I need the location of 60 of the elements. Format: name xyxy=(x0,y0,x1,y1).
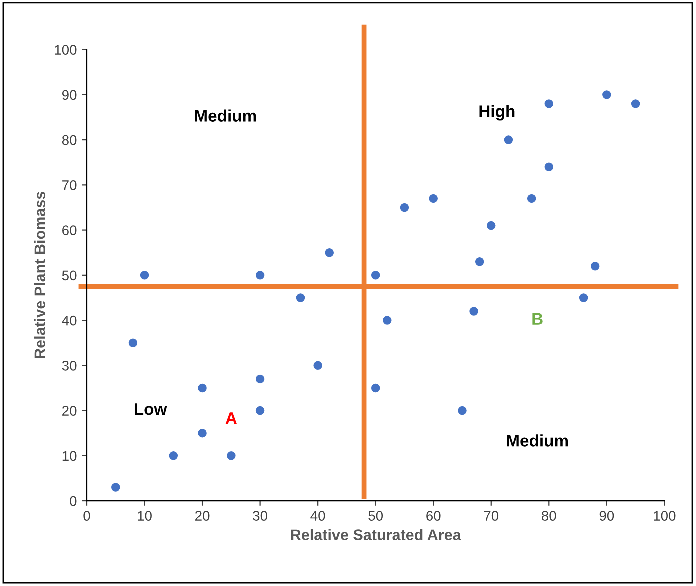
x-tick-label: 40 xyxy=(310,511,326,521)
point xyxy=(470,307,478,316)
point xyxy=(544,100,554,108)
point xyxy=(504,136,514,144)
point xyxy=(198,384,207,393)
annotation: Low xyxy=(135,404,168,416)
point xyxy=(112,483,120,492)
point xyxy=(198,428,207,438)
y-tick-label: 0 xyxy=(70,496,77,506)
y-tick-label: 70 xyxy=(62,180,77,190)
x-tick-label: 50 xyxy=(368,511,384,521)
point xyxy=(590,262,600,271)
x-tick-label: 60 xyxy=(426,511,441,521)
y-tick-label: 30 xyxy=(62,361,77,371)
point xyxy=(296,294,306,302)
point xyxy=(371,271,380,280)
point xyxy=(544,162,554,172)
point xyxy=(227,452,236,460)
x-tick-label: 80 xyxy=(542,511,556,521)
x-tick-label: 100 xyxy=(654,511,676,521)
annotation: High xyxy=(480,105,515,121)
point xyxy=(579,294,588,302)
x-tick-label: 70 xyxy=(484,511,499,521)
point xyxy=(314,361,322,370)
point xyxy=(383,316,392,325)
y-axis-title: Relative Plant Biomass xyxy=(34,192,46,358)
point xyxy=(256,374,265,384)
annotation: A xyxy=(226,412,237,424)
point xyxy=(169,452,178,460)
point xyxy=(458,406,467,416)
point xyxy=(602,90,612,100)
x-tick-label: 20 xyxy=(196,511,210,521)
y-tick-label: 20 xyxy=(62,406,77,416)
point xyxy=(256,271,265,280)
point xyxy=(400,203,410,212)
x-tick-label: 90 xyxy=(600,511,614,521)
point xyxy=(371,384,380,393)
x-tick-label: 30 xyxy=(253,511,268,521)
y-tick-label: 100 xyxy=(55,45,77,55)
x-tick-label: 0 xyxy=(84,511,90,521)
point xyxy=(487,221,496,230)
y-tick-label: 10 xyxy=(62,451,77,462)
y-tick-label: 80 xyxy=(62,135,77,146)
point xyxy=(256,406,265,416)
point xyxy=(475,258,484,266)
y-tick-label: 50 xyxy=(62,270,77,281)
point xyxy=(325,248,334,258)
annotation: B xyxy=(532,313,543,325)
point xyxy=(631,100,640,108)
x-axis-title: Relative Saturated Area xyxy=(291,529,462,540)
annotation: Medium xyxy=(507,434,568,447)
y-tick-label: 60 xyxy=(62,226,77,236)
point xyxy=(140,271,150,280)
annotation: Medium xyxy=(195,110,256,122)
y-tick-label: 90 xyxy=(62,90,77,100)
point xyxy=(128,338,138,348)
point xyxy=(527,194,536,204)
y-tick-label: 40 xyxy=(62,316,77,326)
point xyxy=(429,194,438,204)
x-tick-label: 10 xyxy=(138,511,152,521)
